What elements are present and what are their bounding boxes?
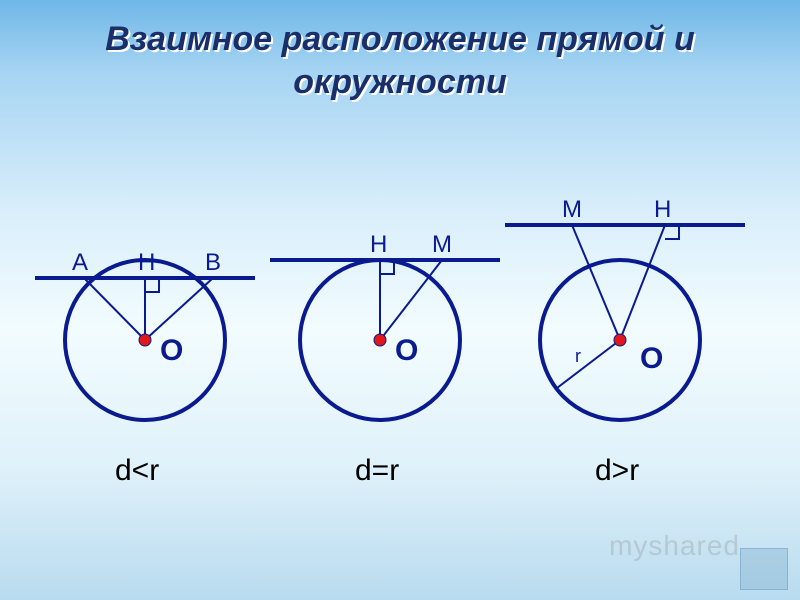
- diagram-caption: d>r: [595, 454, 639, 487]
- segment: [380, 260, 442, 340]
- point-label: A: [72, 249, 88, 276]
- center-label: O: [395, 334, 418, 367]
- diagram-external: O M Hr d>r: [505, 196, 745, 487]
- center-label: O: [640, 342, 663, 375]
- point-label: H: [370, 231, 387, 258]
- center-dot: [614, 334, 626, 346]
- nav-button[interactable]: [740, 548, 788, 590]
- radius-r: [557, 340, 620, 388]
- center-dot: [374, 334, 386, 346]
- diagram-tangent: O H Md=r: [270, 231, 500, 487]
- perpendicular: [620, 225, 665, 340]
- right-angle-mark: [145, 278, 159, 292]
- diagrams-canvas: O A H Bd<r O H Md=r O M Hr d>r: [0, 0, 800, 600]
- diagram-secant: O A H Bd<r: [35, 249, 255, 487]
- right-angle-mark: [665, 225, 679, 239]
- segment: [84, 278, 145, 340]
- point-label: H: [138, 249, 155, 276]
- r-label: r: [575, 346, 581, 366]
- point-label: M: [432, 231, 452, 258]
- diagram-caption: d=r: [355, 454, 399, 487]
- diagram-caption: d<r: [115, 454, 159, 487]
- segment: [572, 225, 620, 340]
- point-label: B: [205, 249, 221, 276]
- point-label: M: [562, 196, 582, 223]
- center-dot: [139, 334, 151, 346]
- point-label: H: [654, 196, 671, 223]
- center-label: O: [160, 334, 183, 367]
- segment: [145, 278, 213, 340]
